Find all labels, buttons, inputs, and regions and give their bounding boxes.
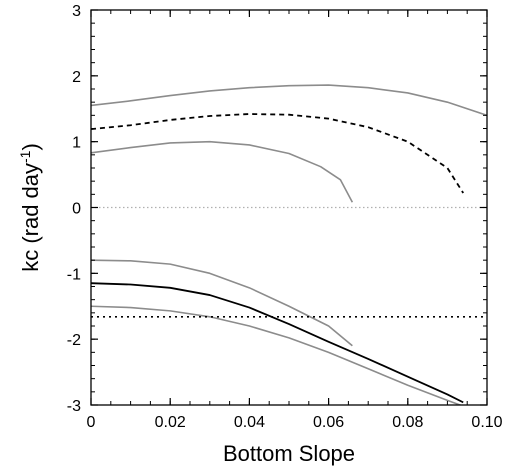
x-tick-labels: 0 0.02 0.04 0.06 0.08 0.10	[87, 414, 503, 431]
x-tick-label: 0.02	[155, 414, 186, 431]
x-axis-title: Bottom Slope	[223, 441, 355, 466]
x-tick-label: 0.08	[392, 414, 423, 431]
y-axis-title-sup: -1	[17, 150, 33, 163]
series-line-1-gray-solid	[91, 84, 487, 117]
y-tick-label: 1	[72, 135, 81, 152]
series-layer	[91, 84, 487, 405]
y-tick-label: 0	[72, 201, 81, 218]
series-line-3-gray-solid	[91, 140, 354, 203]
series-line-2-black-dashed	[91, 113, 465, 194]
x-tick-label: 0.10	[471, 414, 502, 431]
series-line-6-black-solid	[91, 282, 464, 404]
x-tick-label: 0.04	[234, 414, 265, 431]
y-tick-label: -3	[67, 398, 81, 415]
series-line-7-gray-solid	[91, 305, 463, 405]
y-axis-title-main: kc (rad day	[18, 163, 43, 272]
ticks-layer	[90, 9, 488, 406]
y-axis-title-close: )	[18, 143, 43, 150]
x-tick-label: 0.06	[313, 414, 344, 431]
y-tick-labels: -3 -2 -1 0 1 2 3	[67, 3, 81, 415]
series-line-5-gray-solid	[91, 259, 353, 347]
y-tick-label: 2	[72, 69, 81, 86]
x-tick-label: 0	[87, 414, 96, 431]
y-tick-label: -2	[67, 332, 81, 349]
y-tick-label: 3	[72, 3, 81, 20]
y-tick-label: -1	[67, 266, 81, 283]
y-axis-title: kc (rad day-1)	[17, 143, 43, 272]
